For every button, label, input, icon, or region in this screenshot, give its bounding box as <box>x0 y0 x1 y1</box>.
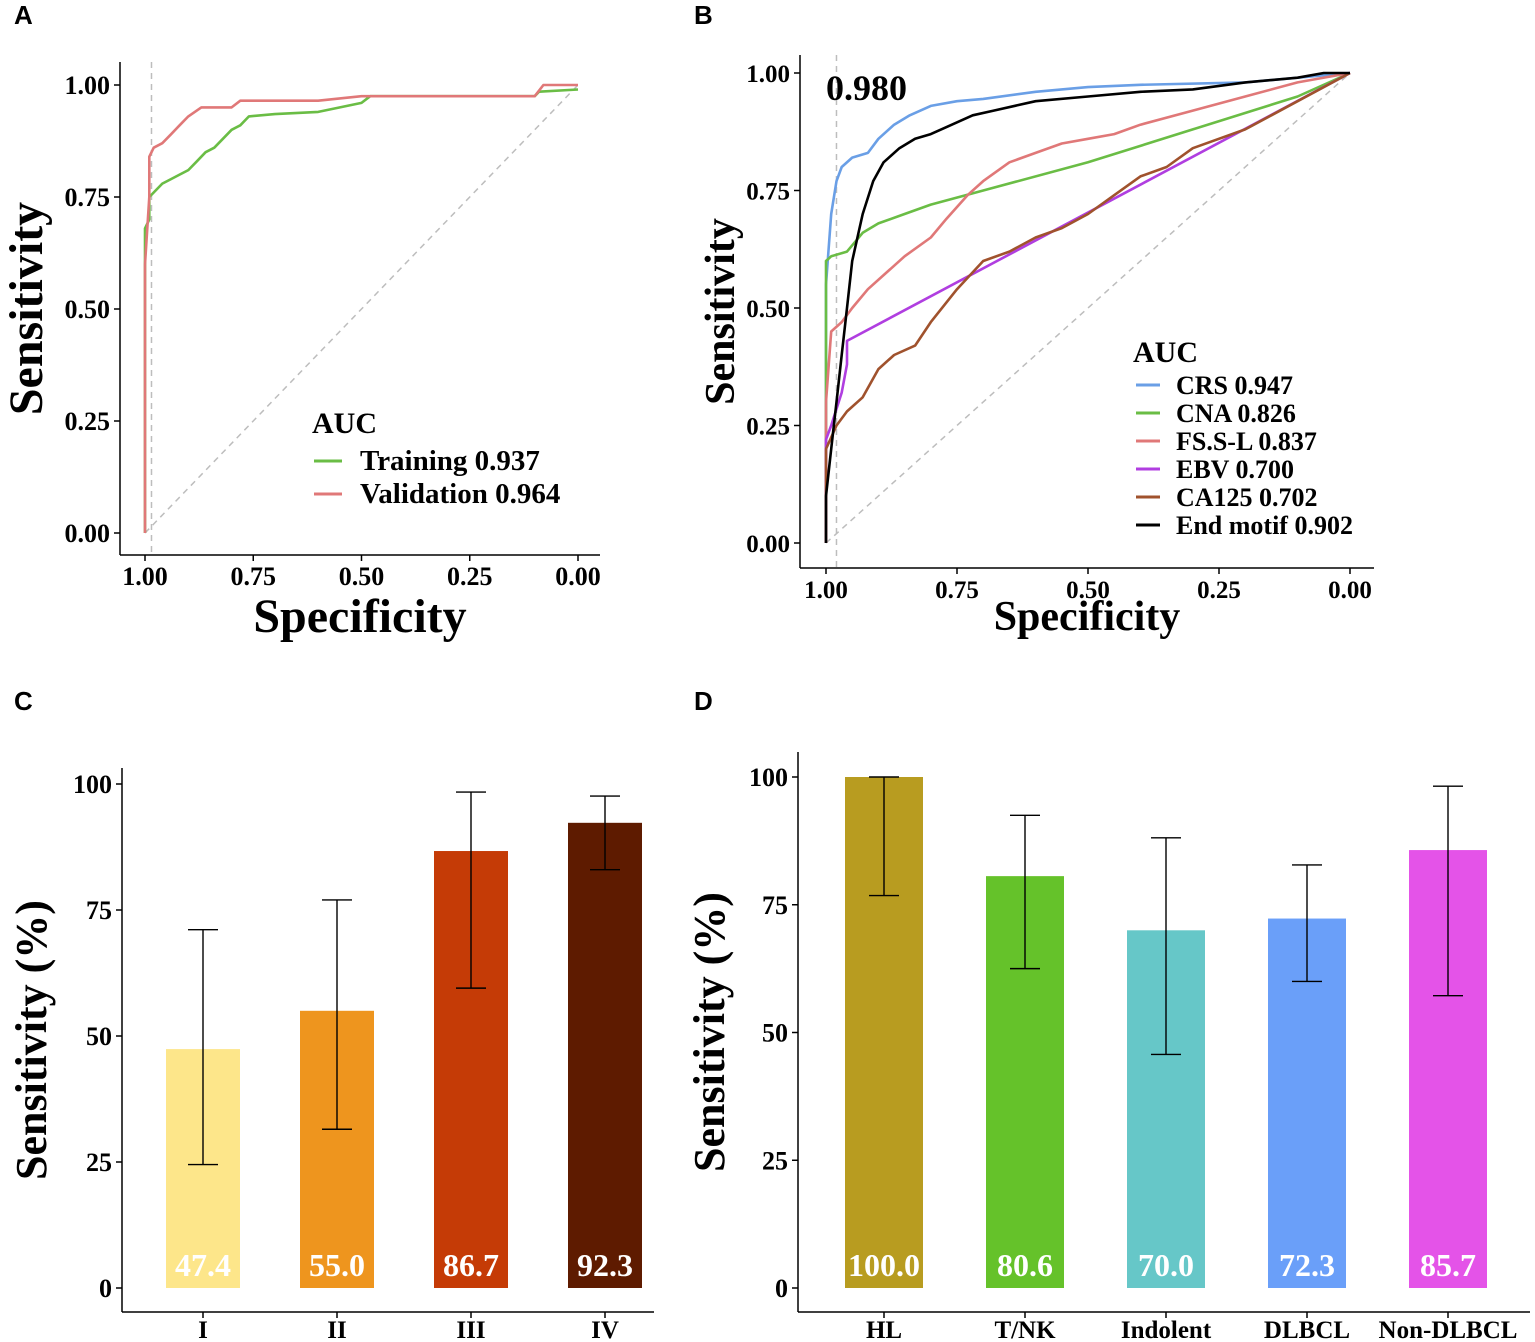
y-tick-label: 0.50 <box>746 296 790 323</box>
y-tick-label: 75 <box>86 896 112 925</box>
category-label: IV <box>591 1317 619 1342</box>
bar-value-label: 86.7 <box>443 1247 499 1283</box>
y-tick-label: 75 <box>762 891 788 920</box>
y-tick-label: 25 <box>762 1146 788 1175</box>
category-label: II <box>327 1317 346 1342</box>
roc-curve-0 <box>824 71 1351 543</box>
x-tick-label: 0.25 <box>1197 577 1241 604</box>
x-axis-title: Specificity <box>253 590 466 643</box>
bar-value-label: 80.6 <box>997 1247 1053 1283</box>
category-label: DLBCL <box>1264 1317 1350 1342</box>
diagonal-reference-line <box>825 72 1351 544</box>
x-tick-label: 0.75 <box>231 562 277 591</box>
x-tick-label: 0.25 <box>447 562 493 591</box>
legend-label: Training 0.937 <box>360 445 540 477</box>
y-tick-label: 0.00 <box>746 531 790 558</box>
legend-label: EBV 0.700 <box>1176 455 1294 484</box>
y-tick-label: 1.00 <box>65 71 111 100</box>
y-tick-label: 0.50 <box>65 295 111 324</box>
bar-value-label: 55.0 <box>309 1247 365 1283</box>
legend-label: CRS 0.947 <box>1176 371 1293 400</box>
bar-value-label: 100.0 <box>848 1247 920 1283</box>
legend-label: End motif 0.902 <box>1176 511 1353 540</box>
bar-value-label: 70.0 <box>1138 1247 1194 1283</box>
bar-value-label: 85.7 <box>1420 1247 1476 1283</box>
chart-c-bar: 0 25 50 75 100 Sensitivity (%) 47.4 I 55.0 II 86.7… <box>7 768 654 1342</box>
legend-title: AUC <box>312 407 377 440</box>
panel-letter-c: C <box>14 686 33 716</box>
legend-title: AUC <box>1133 336 1198 369</box>
category-label: III <box>456 1317 485 1342</box>
category-label: I <box>198 1317 208 1342</box>
y-tick-label: 1.00 <box>746 61 790 88</box>
panel-letter-b: B <box>694 0 713 30</box>
category-label: HL <box>866 1317 902 1342</box>
legend-label: FS.S-L 0.837 <box>1176 427 1317 456</box>
chart-d-bar: 0 25 50 75 100 Sensitivity (%) 100.0 HL 80.6 T/NK… <box>685 752 1530 1342</box>
roc-curve-4 <box>824 71 1351 543</box>
x-tick-label: 0.00 <box>555 562 601 591</box>
panel-letter-d: D <box>694 686 713 716</box>
x-tick-label: 0.50 <box>1066 577 1110 604</box>
bar-value-label: 72.3 <box>1279 1247 1335 1283</box>
y-tick-label: 100 <box>73 770 112 799</box>
legend-label: Validation 0.964 <box>360 478 560 510</box>
auc-annotation: 0.980 <box>826 68 907 108</box>
y-tick-label: 0.25 <box>65 407 111 436</box>
category-label: Non-DLBCL <box>1379 1317 1518 1342</box>
y-tick-label: 0.75 <box>746 179 790 206</box>
roc-curve-5 <box>824 71 1350 543</box>
x-axis-title: Specificity <box>994 594 1181 640</box>
panel-letter-a: A <box>14 0 33 30</box>
bar-value-label: 47.4 <box>175 1247 231 1283</box>
y-tick-label: 0.00 <box>65 519 111 548</box>
y-axis-title: Sensitivity <box>0 202 53 415</box>
y-axis-title: Sensitivity <box>698 218 744 405</box>
y-tick-label: 0 <box>99 1274 112 1303</box>
category-label: T/NK <box>994 1317 1056 1342</box>
diagonal-reference-line <box>144 84 579 534</box>
x-tick-label: 1.00 <box>122 562 168 591</box>
bar-3 <box>568 822 642 1288</box>
x-tick-label: 0.50 <box>339 562 385 591</box>
y-tick-label: 0 <box>775 1274 788 1303</box>
y-axis-title: Sensitivity (%) <box>7 900 56 1180</box>
chart-b-roc: 0.00 0.25 0.50 0.75 1.00 1.00 0.75 0.50 0.25 0.00… <box>698 55 1374 640</box>
roc-curve-1 <box>143 83 578 533</box>
y-tick-label: 25 <box>86 1148 112 1177</box>
x-tick-label: 0.75 <box>935 577 979 604</box>
y-axis-title: Sensitivity (%) <box>685 892 734 1172</box>
y-tick-label: 0.75 <box>65 183 111 212</box>
x-tick-label: 1.00 <box>804 577 848 604</box>
y-tick-label: 0.25 <box>746 414 790 441</box>
bar-value-label: 92.3 <box>577 1247 633 1283</box>
legend-label: CA125 0.702 <box>1176 483 1318 512</box>
category-label: Indolent <box>1121 1317 1212 1342</box>
legend-label: CNA 0.826 <box>1176 399 1296 428</box>
x-tick-label: 0.00 <box>1328 577 1372 604</box>
y-tick-label: 50 <box>762 1019 788 1048</box>
chart-a-roc: 0.00 0.25 0.50 0.75 1.00 1.00 0.75 0.50 0.25 0.00… <box>0 62 601 643</box>
roc-curve-3 <box>824 71 1351 543</box>
y-tick-label: 100 <box>749 763 788 792</box>
y-tick-label: 50 <box>86 1022 112 1051</box>
roc-curve-1 <box>824 71 1351 543</box>
